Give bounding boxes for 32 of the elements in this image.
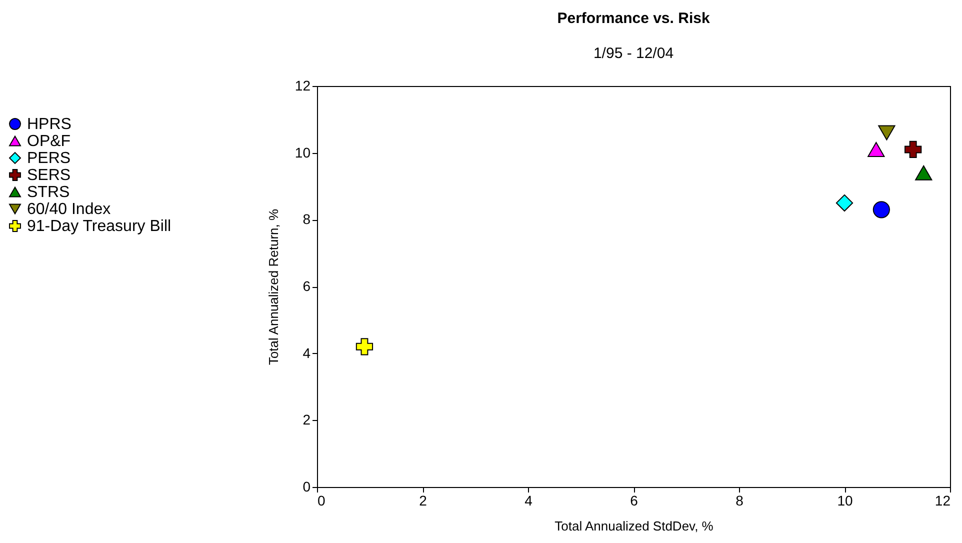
x-tick-label: 0 [318,492,326,508]
point [904,140,922,158]
y-axis-title: Total Annualized Return, % [266,208,281,366]
point [836,194,854,212]
y-tick-label: 6 [302,278,311,294]
point [915,165,932,180]
y-tick-label: 8 [302,211,311,228]
y-tick-label: 10 [294,144,311,160]
point [878,125,896,140]
legend-label: PERS [27,150,71,167]
legend-label: 60/40 Index [27,201,111,218]
x-tick-label: 12 [934,492,951,508]
legend-label: OP&F [27,133,71,150]
x-axis-title: Total Annualized StdDev, % [554,518,714,534]
point [872,201,890,218]
chart-title: Performance vs. Risk [557,10,710,27]
legend-label: STRS [27,184,70,201]
x-tick-label: 6 [630,492,638,508]
x-tick-label: 8 [736,492,744,508]
y-tick-label: 0 [302,478,311,494]
x-tick-label: 10 [837,492,853,508]
y-tick-label: 4 [302,344,311,361]
legend-label: SERS [27,167,71,184]
y-tick-label: 2 [302,412,311,428]
point [868,142,885,157]
legend-label: 91-Day Treasury Bill [27,218,172,235]
y-tick-label: 12 [294,78,311,94]
legend-label: HPRS [27,116,72,133]
x-tick-label: 2 [419,492,428,508]
point [356,338,374,356]
x-tick-label: 4 [524,492,533,508]
chart-subtitle: 1/95 - 12/04 [593,45,674,62]
